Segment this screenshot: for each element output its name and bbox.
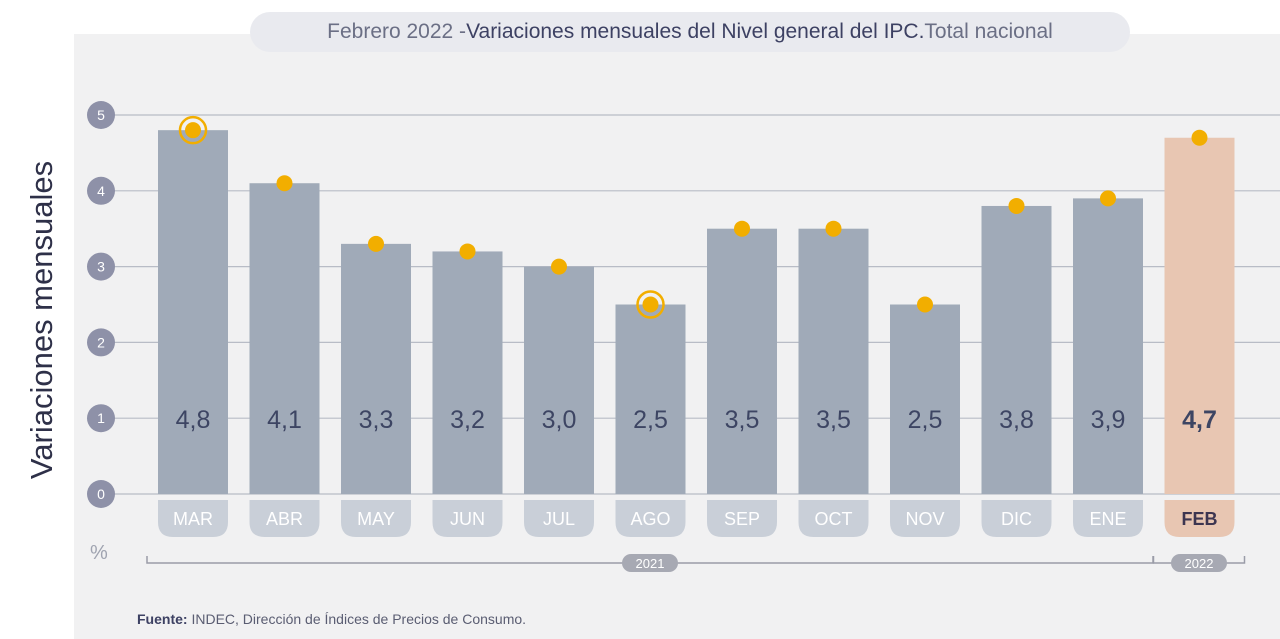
bar-value-label: 3,5: [816, 406, 851, 434]
bar: [707, 228, 777, 494]
source-label: Fuente:: [137, 611, 188, 627]
data-marker: [551, 258, 567, 275]
bar-value-label: 4,1: [267, 406, 302, 434]
bar: [158, 130, 228, 494]
bar-value-label: 3,3: [359, 406, 394, 434]
source-text: INDEC, Dirección de Índices de Precios d…: [187, 611, 527, 627]
bar-value-label: 3,2: [450, 406, 485, 434]
category-label: JUL: [543, 509, 575, 529]
year-label: 2021: [636, 556, 665, 571]
category-label: SEP: [724, 509, 760, 529]
data-marker: [642, 296, 659, 313]
bar: [524, 266, 594, 494]
bar-value-label: 2,5: [633, 406, 668, 434]
bar-value-label: 3,8: [999, 406, 1034, 434]
category-label: OCT: [815, 509, 853, 529]
data-marker: [1100, 190, 1116, 207]
unit-label: %: [90, 542, 108, 564]
title-main: Variaciones mensuales del Nivel general …: [466, 20, 925, 43]
category-pill: [158, 500, 228, 537]
category-label: NOV: [905, 509, 944, 529]
y-tick-label: 0: [97, 486, 105, 502]
bar-value-label: 4,8: [176, 406, 211, 434]
category-label: MAY: [357, 509, 395, 529]
data-marker: [276, 175, 293, 192]
data-marker: [825, 220, 842, 237]
chart-title: Febrero 2022 - Variaciones mensuales del…: [250, 12, 1130, 52]
year-pill: [1171, 554, 1227, 572]
y-tick-label: 2: [97, 334, 105, 350]
category-label: AGO: [630, 509, 670, 529]
data-marker: [368, 235, 384, 252]
bar-value-label: 2,5: [908, 406, 943, 434]
title-prefix: Febrero 2022 -: [327, 20, 467, 43]
year-label: 2022: [1185, 556, 1214, 571]
category-label: ABR: [266, 509, 303, 529]
bar: [432, 251, 503, 494]
marker-ring: [178, 115, 208, 145]
y-tick-label: 5: [97, 107, 105, 123]
data-marker: [1191, 129, 1208, 146]
y-tick-marker: [87, 328, 115, 357]
category-pill: [981, 500, 1052, 537]
category-pill: [890, 500, 960, 537]
category-label: FEB: [1182, 509, 1218, 529]
category-pill: [341, 500, 411, 537]
y-tick-marker: [87, 404, 115, 433]
category-pill: [1073, 500, 1143, 537]
y-tick-label: 3: [97, 259, 105, 275]
year-pill: [622, 554, 678, 572]
y-tick-marker: [87, 176, 115, 205]
source-note: Fuente: INDEC, Dirección de Índices de P…: [137, 611, 526, 627]
data-marker: [459, 243, 476, 260]
y-tick-marker: [87, 101, 115, 129]
data-marker: [734, 220, 750, 237]
y-tick-label: 4: [97, 183, 105, 199]
bar: [1164, 137, 1235, 495]
category-label: JUN: [450, 509, 485, 529]
category-label: ENE: [1089, 509, 1126, 529]
category-label: DIC: [1001, 509, 1032, 529]
category-pill: [615, 500, 686, 537]
bar: [1073, 198, 1143, 494]
bar-value-label: 4,7: [1182, 406, 1217, 434]
category-pill: [524, 500, 594, 537]
bar: [249, 183, 320, 494]
category-label: MAR: [173, 509, 213, 529]
y-tick-marker: [87, 480, 115, 508]
category-pill: [798, 500, 869, 537]
category-pill: [707, 500, 777, 537]
category-pill: [249, 500, 320, 537]
bar: [615, 304, 686, 494]
y-tick-marker: [87, 252, 115, 281]
bar-value-label: 3,0: [542, 406, 577, 434]
bar: [981, 205, 1052, 494]
bar: [341, 243, 411, 494]
bar-value-label: 3,9: [1091, 406, 1126, 434]
category-pill: [432, 500, 503, 537]
bar-value-label: 3,5: [725, 406, 760, 434]
bar: [890, 304, 960, 494]
y-tick-label: 1: [97, 410, 105, 426]
marker-ring: [636, 290, 665, 319]
bar: [798, 228, 869, 494]
data-marker: [1008, 197, 1025, 214]
data-marker: [917, 296, 933, 313]
category-pill: [1164, 500, 1235, 537]
title-suffix: Total nacional: [924, 20, 1053, 43]
data-marker: [185, 122, 201, 139]
